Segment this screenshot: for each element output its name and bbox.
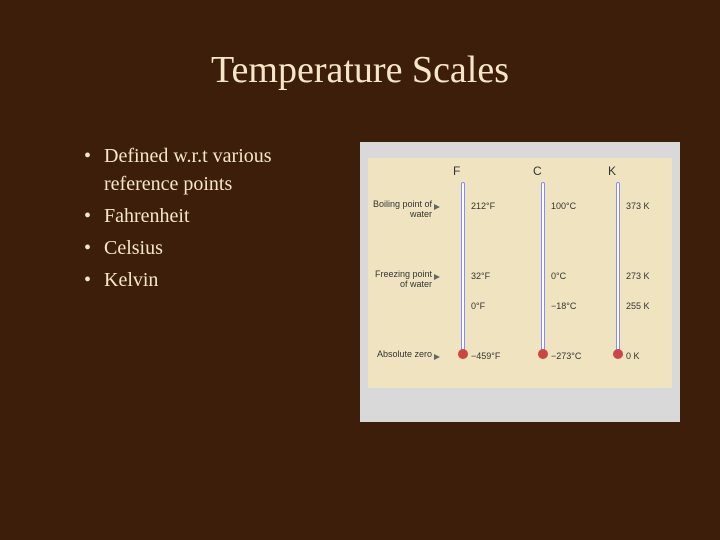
- bullet-list: Defined w.r.t various reference points F…: [80, 142, 350, 294]
- thermometer-tube: [461, 182, 465, 352]
- bullet-item: Kelvin: [80, 266, 350, 294]
- slide-content: Defined w.r.t various reference points F…: [0, 92, 720, 422]
- reference-point-label: Freezing point of water: [372, 270, 432, 290]
- arrow-icon: [434, 274, 440, 280]
- temperature-value: 0°C: [551, 271, 566, 281]
- temperature-value: 100°C: [551, 201, 576, 211]
- bullet-item: Fahrenheit: [80, 202, 350, 230]
- temperature-value: 212°F: [471, 201, 495, 211]
- thermometer-bulb: [538, 349, 548, 359]
- thermometer-bulb: [458, 349, 468, 359]
- slide-title: Temperature Scales: [0, 0, 720, 92]
- scale-header: C: [533, 164, 542, 178]
- diagram-frame: F C K Boiling point of water 212°F 100°C 373 K…: [360, 142, 680, 422]
- thermometer-bulb: [613, 349, 623, 359]
- temperature-value: 0 K: [626, 351, 640, 361]
- temperature-scales-diagram: F C K Boiling point of water 212°F 100°C 373 K…: [368, 158, 672, 388]
- temperature-value: 255 K: [626, 301, 650, 311]
- reference-point-label: Boiling point of water: [372, 200, 432, 220]
- bullet-item: Celsius: [80, 234, 350, 262]
- bullet-column: Defined w.r.t various reference points F…: [80, 142, 350, 422]
- reference-point-label: Absolute zero: [372, 350, 432, 360]
- arrow-icon: [434, 204, 440, 210]
- scale-header: F: [453, 164, 460, 178]
- thermometer-tube: [541, 182, 545, 352]
- temperature-value: 32°F: [471, 271, 490, 281]
- bullet-item: Defined w.r.t various reference points: [80, 142, 350, 198]
- temperature-value: −459°F: [471, 351, 500, 361]
- arrow-icon: [434, 354, 440, 360]
- temperature-value: −273°C: [551, 351, 581, 361]
- temperature-value: 373 K: [626, 201, 650, 211]
- scale-header: K: [608, 164, 616, 178]
- diagram-column: F C K Boiling point of water 212°F 100°C 373 K…: [350, 142, 680, 422]
- temperature-value: 0°F: [471, 301, 485, 311]
- temperature-value: 273 K: [626, 271, 650, 281]
- temperature-value: −18°C: [551, 301, 576, 311]
- thermometer-tube: [616, 182, 620, 352]
